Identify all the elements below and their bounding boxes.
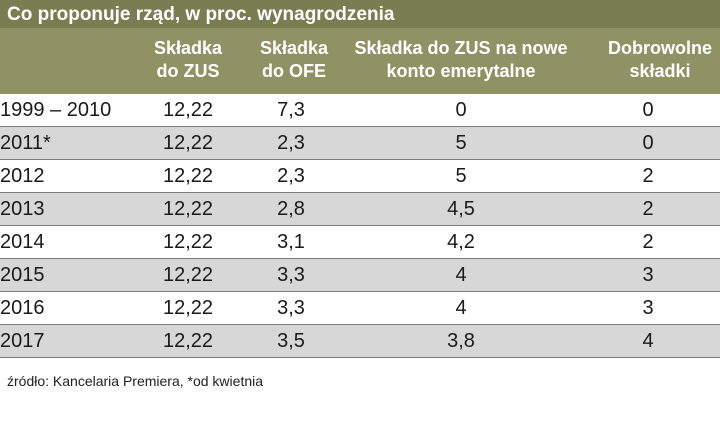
cell-dobrowolne: 2: [576, 192, 720, 226]
header-dobrowolne: Dobrowolne składki: [600, 37, 720, 83]
cell-dobrowolne: 2: [576, 225, 720, 259]
cell-nowe-konto: 4,2: [346, 225, 576, 259]
cell-zus: 12,22: [140, 258, 236, 292]
cell-ofe: 2,8: [236, 192, 346, 226]
cell-zus: 12,22: [140, 192, 236, 226]
cell-ofe: 3,3: [236, 258, 346, 292]
header-line: Składka: [259, 38, 329, 58]
header-skladka-ofe: Składka do OFE: [246, 37, 342, 83]
cell-zus: 12,22: [140, 324, 236, 358]
cell-ofe: 2,3: [236, 126, 346, 160]
cell-nowe-konto: 4,5: [346, 192, 576, 226]
header-nowe-konto: Składka do ZUS na nowe konto emerytalne: [352, 37, 570, 83]
table-title: Co proponuje rząd, w proc. wynagrodzenia: [0, 0, 720, 28]
table-row: 1999 – 2010 12,22 7,3 0 0: [0, 94, 720, 127]
table-row: 2011* 12,22 2,3 5 0: [0, 126, 720, 160]
source-note: źródło: Kancelaria Premiera, *od kwietni…: [7, 373, 264, 389]
cell-dobrowolne: 3: [576, 291, 720, 325]
data-table: 1999 – 2010 12,22 7,3 0 0 2011* 12,22 2,3 5 0 2012…: [0, 94, 720, 358]
cell-ofe: 3,5: [236, 324, 346, 358]
table-row: 2014 12,22 3,1 4,2 2: [0, 225, 720, 259]
cell-nowe-konto: 0: [346, 94, 576, 127]
cell-dobrowolne: 4: [576, 324, 720, 358]
cell-year: 2013: [0, 192, 140, 226]
cell-ofe: 2,3: [236, 159, 346, 193]
cell-ofe: 7,3: [236, 94, 346, 127]
cell-zus: 12,22: [140, 126, 236, 160]
cell-ofe: 3,1: [236, 225, 346, 259]
header-line: do ZUS: [156, 61, 220, 81]
cell-year: 1999 – 2010: [0, 94, 140, 127]
cell-dobrowolne: 2: [576, 159, 720, 193]
header-line: składki: [629, 61, 691, 81]
cell-nowe-konto: 3,8: [346, 324, 576, 358]
cell-ofe: 3,3: [236, 291, 346, 325]
table-row: 2015 12,22 3,3 4 3: [0, 258, 720, 292]
header-line: konto emerytalne: [386, 61, 536, 81]
cell-dobrowolne: 0: [576, 126, 720, 160]
cell-dobrowolne: 0: [576, 94, 720, 127]
cell-year: 2014: [0, 225, 140, 259]
header-line: Składka: [153, 38, 223, 58]
cell-year: 2016: [0, 291, 140, 325]
header-line: do OFE: [262, 61, 326, 81]
cell-zus: 12,22: [140, 159, 236, 193]
cell-year: 2017: [0, 324, 140, 358]
header-line: Dobrowolne: [608, 38, 712, 58]
table-row: 2016 12,22 3,3 4 3: [0, 291, 720, 325]
table-row: 2013 12,22 2,8 4,5 2: [0, 192, 720, 226]
cell-year: 2015: [0, 258, 140, 292]
cell-nowe-konto: 5: [346, 126, 576, 160]
header-skladka-zus: Składka do ZUS: [140, 37, 236, 83]
table-row: 2017 12,22 3,5 3,8 4: [0, 324, 720, 358]
cell-zus: 12,22: [140, 225, 236, 259]
cell-dobrowolne: 3: [576, 258, 720, 292]
table-header: Składka do ZUS Składka do OFE Składka do…: [0, 28, 720, 94]
cell-zus: 12,22: [140, 291, 236, 325]
cell-nowe-konto: 4: [346, 258, 576, 292]
header-line: Składka do ZUS na nowe: [354, 38, 568, 58]
cell-year: 2011*: [0, 126, 140, 160]
cell-nowe-konto: 5: [346, 159, 576, 193]
cell-year: 2012: [0, 159, 140, 193]
cell-nowe-konto: 4: [346, 291, 576, 325]
cell-zus: 12,22: [140, 94, 236, 127]
table-row: 2012 12,22 2,3 5 2: [0, 159, 720, 193]
